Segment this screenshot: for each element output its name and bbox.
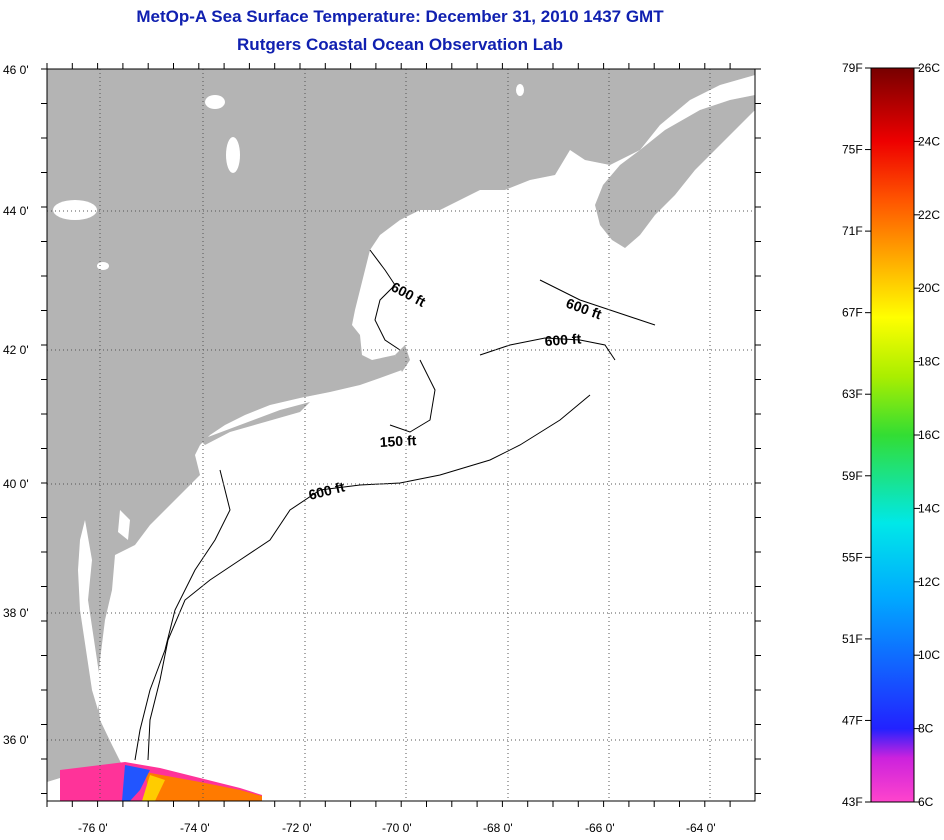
colorbar-f-label: 55F [842, 550, 863, 564]
lon-label: -72 0' [282, 821, 312, 835]
long-island [200, 402, 310, 445]
delaware-bay [118, 510, 130, 540]
contour-600ft [369, 249, 401, 351]
lon-label: -76 0' [78, 821, 108, 835]
contour-600ft-bank [479, 337, 616, 361]
map-title: MetOp-A Sea Surface Temperature: Decembe… [136, 7, 664, 26]
lon-label: -66 0' [585, 821, 615, 835]
lat-label: 44 0' [3, 204, 29, 218]
colorbar-c-label: 16C [918, 428, 940, 442]
colorbar-f-label: 75F [842, 143, 863, 157]
contour-150ft [389, 359, 436, 433]
colorbar-f-label: 63F [842, 387, 863, 401]
colorbar-ticks [865, 67, 920, 803]
colorbar-f-label: 51F [842, 632, 863, 646]
lake [53, 200, 97, 220]
sst-data-mid [142, 775, 165, 801]
sst-data-warm [145, 772, 262, 801]
longitude-axis: -76 0' -74 0' -72 0' -70 0' -68 0' -66 0… [78, 821, 716, 835]
lake [97, 262, 109, 270]
colorbar-c-label: 20C [918, 281, 940, 295]
lake [205, 95, 225, 109]
colorbar-c-label: 10C [918, 648, 940, 662]
colorbar-c-label: 6C [918, 795, 934, 809]
colorbar-c-label: 12C [918, 575, 940, 589]
colorbar-celsius-labels: 26C 24C 22C 20C 18C 16C 14C 12C 10C 8C 6C [918, 61, 940, 809]
nova-scotia [595, 95, 755, 248]
colorbar-c-label: 14C [918, 501, 940, 515]
colorbar-c-label: 8C [918, 722, 934, 736]
colorbar-fahrenheit-labels: 79F 75F 71F 67F 63F 59F 55F 51F 47F 43F [842, 61, 863, 809]
chesapeake-bay [78, 520, 100, 710]
us-landmass [47, 69, 755, 782]
lake [516, 84, 524, 96]
lon-label: -74 0' [180, 821, 210, 835]
colorbar-f-label: 79F [842, 61, 863, 75]
lake [226, 137, 240, 173]
latitude-axis: 46 0' 44 0' 42 0' 40 0' 38 0' 36 0' [3, 63, 29, 747]
map-subtitle: Rutgers Coastal Ocean Observation Lab [237, 35, 563, 54]
lon-label: -70 0' [382, 821, 412, 835]
lat-label: 40 0' [3, 477, 29, 491]
lat-label: 38 0' [3, 606, 29, 620]
contour-label: 150 ft [379, 432, 417, 450]
colorbar-c-label: 22C [918, 208, 940, 222]
axis-ticks [41, 63, 761, 807]
colorbar-c-label: 26C [918, 61, 940, 75]
colorbar-f-label: 71F [842, 224, 863, 238]
contour-label: 600 ft [544, 330, 582, 349]
colorbar-f-label: 43F [842, 795, 863, 809]
lon-label: -68 0' [483, 821, 513, 835]
colorbar-c-label: 18C [918, 355, 940, 369]
colorbar-c-label: 24C [918, 134, 940, 148]
lat-label: 46 0' [3, 63, 29, 77]
lat-label: 42 0' [3, 343, 29, 357]
lat-label: 36 0' [3, 733, 29, 747]
colorbar-f-label: 59F [842, 469, 863, 483]
contour-150ft-shelf [134, 469, 231, 761]
lon-label: -64 0' [686, 821, 716, 835]
colorbar-f-label: 47F [842, 713, 863, 727]
contour-600ft-gulf [539, 279, 656, 326]
contour-600ft-shelf [147, 394, 591, 761]
colorbar [870, 67, 915, 803]
sst-data-cool [122, 765, 150, 801]
colorbar-f-label: 67F [842, 306, 863, 320]
